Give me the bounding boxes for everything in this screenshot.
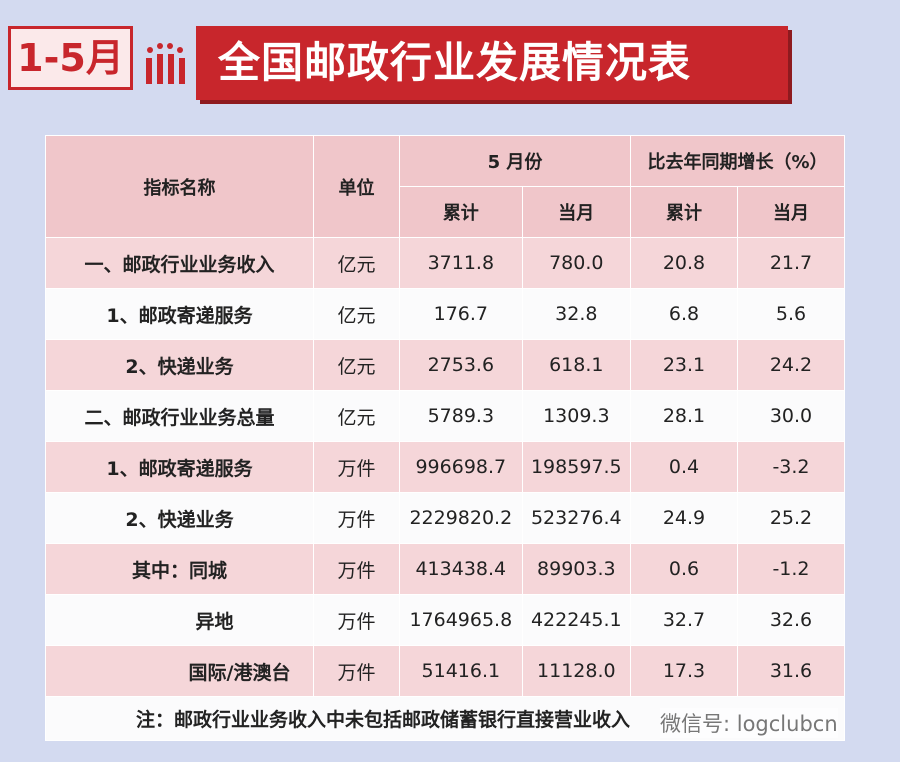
cell: 亿元 (313, 288, 400, 340)
header-cell: 累计 (629, 186, 738, 238)
cell: 24.2 (736, 339, 846, 391)
cell: 413438.4 (399, 543, 523, 595)
cell: 2229820.2 (399, 492, 523, 544)
table-row: 1、邮政寄递服务 亿元 176.7 32.8 6.8 5.6 (45, 288, 846, 340)
cell: 32.7 (629, 594, 738, 646)
cell: 51416.1 (399, 645, 523, 697)
data-table: 指标名称 单位 5 月份 比去年同期增长（%） 累计 当月 累计 当月 一、邮政行业业… (45, 135, 846, 741)
cell: -1.2 (736, 543, 846, 595)
cell: 11128.0 (521, 645, 631, 697)
row-label: 1、邮政寄递服务 (45, 288, 314, 340)
cell: 万件 (313, 594, 400, 646)
table-row: 2、快递业务 亿元 2753.6 618.1 23.1 24.2 (45, 339, 846, 391)
cell: 32.8 (521, 288, 631, 340)
cell: 17.3 (629, 645, 738, 697)
cell: 24.9 (629, 492, 738, 544)
table-row: 异地 万件 1764965.8 422245.1 32.7 32.6 (45, 594, 846, 646)
cell: 23.1 (629, 339, 738, 391)
cell: 30.0 (736, 390, 846, 442)
header-cell: 单位 (313, 135, 400, 238)
header-cell: 当月 (521, 186, 631, 238)
cell: 万件 (313, 543, 400, 595)
cell: 5789.3 (399, 390, 523, 442)
cell: 万件 (313, 645, 400, 697)
icon (146, 43, 185, 84)
cell: 28.1 (629, 390, 738, 442)
cell: 32.6 (736, 594, 846, 646)
cell: 1764965.8 (399, 594, 523, 646)
row-label: 一、邮政行业业务收入 (45, 237, 314, 289)
cell: 523276.4 (521, 492, 631, 544)
cell: 176.7 (399, 288, 523, 340)
cell: 3711.8 (399, 237, 523, 289)
row-label: 二、邮政行业业务总量 (45, 390, 314, 442)
header-cell: 指标名称 (45, 135, 314, 238)
row-label: 其中：同城 (45, 543, 314, 595)
cell: 780.0 (521, 237, 631, 289)
cell: 亿元 (313, 237, 400, 289)
title-banner: 全国邮政行业发展情况表 (196, 26, 788, 100)
cell: 618.1 (521, 339, 631, 391)
table-row: 一、邮政行业业务收入 亿元 3711.8 780.0 20.8 21.7 (45, 237, 846, 289)
header-cell: 累计 (399, 186, 523, 238)
header-cell: 5 月份 (399, 135, 631, 187)
cell: 89903.3 (521, 543, 631, 595)
cell: 亿元 (313, 390, 400, 442)
row-label: 国际/港澳台 (45, 645, 314, 697)
row-label: 2、快递业务 (45, 492, 314, 544)
watermark: 微信号: logclubcn (660, 708, 838, 738)
row-label: 异地 (45, 594, 314, 646)
cell: 亿元 (313, 339, 400, 391)
table-row: 二、邮政行业业务总量 亿元 5789.3 1309.3 28.1 30.0 (45, 390, 846, 442)
cell: 20.8 (629, 237, 738, 289)
badge: 1-5月 (8, 26, 133, 90)
table-row: 其中：同城 万件 413438.4 89903.3 0.6 -1.2 (45, 543, 846, 595)
cell: 422245.1 (521, 594, 631, 646)
row-label: 1、邮政寄递服务 (45, 441, 314, 493)
table-row: 2、快递业务 万件 2229820.2 523276.4 24.9 25.2 (45, 492, 846, 544)
cell: 0.4 (629, 441, 738, 493)
row-label: 2、快递业务 (45, 339, 314, 391)
cell: 198597.5 (521, 441, 631, 493)
header-cell: 当月 (736, 186, 846, 238)
cell: 0.6 (629, 543, 738, 595)
cell: 6.8 (629, 288, 738, 340)
cell: 2753.6 (399, 339, 523, 391)
cell: 万件 (313, 492, 400, 544)
header-cell: 比去年同期增长（%） (629, 135, 846, 187)
table-row: 1、邮政寄递服务 万件 996698.7 198597.5 0.4 -3.2 (45, 441, 846, 493)
cell: 996698.7 (399, 441, 523, 493)
cell: -3.2 (736, 441, 846, 493)
cell: 5.6 (736, 288, 846, 340)
cell: 万件 (313, 441, 400, 493)
cell: 31.6 (736, 645, 846, 697)
table-row: 国际/港澳台 万件 51416.1 11128.0 17.3 31.6 (45, 645, 846, 697)
cell: 25.2 (736, 492, 846, 544)
cell: 21.7 (736, 237, 846, 289)
cell: 1309.3 (521, 390, 631, 442)
